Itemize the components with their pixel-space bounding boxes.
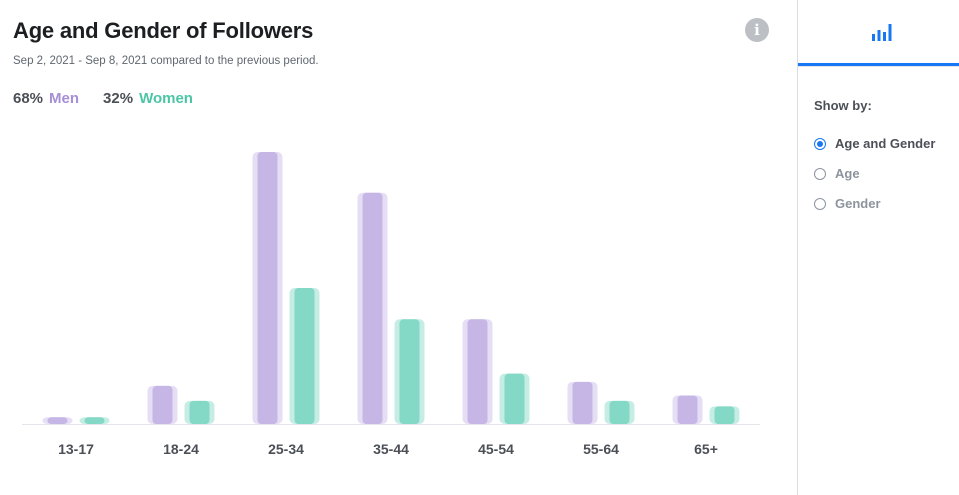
chart-panel: Age and Gender of Followers Sep 2, 2021 … (13, 18, 769, 457)
radio-unselected-icon[interactable] (814, 167, 826, 180)
x-tick-label: 35-44 (373, 441, 409, 457)
chart-legend: 68% Men 32% Women (13, 90, 193, 107)
show-by-label: Show by: (814, 98, 872, 113)
bar-men-13-17[interactable] (47, 417, 68, 424)
option-label: Gender (835, 196, 881, 211)
bar-women-35-44[interactable] (399, 319, 420, 424)
bar-men-25-34[interactable] (257, 152, 278, 424)
bar-chart-icon (871, 23, 891, 41)
panel-divider (797, 0, 798, 495)
legend-men-label: Men (49, 90, 80, 107)
x-tick-label: 13-17 (58, 441, 94, 457)
option-age-and-gender[interactable]: Age and Gender (814, 136, 935, 151)
legend-women-label: Women (139, 90, 193, 107)
date-range-subtitle: Sep 2, 2021 - Sep 8, 2021 compared to th… (13, 55, 319, 67)
legend-women-percent: 32% (103, 90, 134, 107)
bar-women-13-17[interactable] (84, 417, 105, 424)
bar-women-45-54[interactable] (504, 373, 525, 424)
bar-women-18-24[interactable] (189, 400, 210, 424)
radio-selected-icon[interactable] (814, 137, 826, 150)
bar-women-65+[interactable] (714, 406, 735, 424)
bar-men-55-64[interactable] (572, 381, 593, 424)
x-tick-label: 65+ (694, 441, 718, 457)
option-gender[interactable]: Gender (814, 196, 881, 211)
x-tick-label: 18-24 (163, 441, 199, 457)
x-tick-label: 45-54 (478, 441, 514, 457)
bar-men-65+[interactable] (677, 395, 698, 424)
x-tick-label: 25-34 (268, 441, 304, 457)
option-age[interactable]: Age (814, 166, 860, 181)
tab-chart-view[interactable] (798, 0, 959, 66)
bar-women-55-64[interactable] (609, 400, 630, 424)
bar-women-25-34[interactable] (294, 288, 315, 424)
bar-men-45-54[interactable] (467, 319, 488, 424)
legend-men-percent: 68% (13, 90, 44, 107)
sidebar: Show by: Age and Gender Age Gender (798, 0, 959, 495)
info-icon[interactable]: i (745, 18, 769, 42)
bar-chart: 13-17 18-24 25-34 35-44 45-54 55-64 65+ (22, 152, 760, 457)
bar-men-18-24[interactable] (152, 385, 173, 424)
legend-men: 68% Men (13, 90, 79, 107)
option-label: Age and Gender (835, 136, 936, 151)
sidebar-divider (798, 66, 959, 67)
x-tick-label: 55-64 (583, 441, 619, 457)
legend-women: 32% Women (103, 90, 193, 107)
bar-men-35-44[interactable] (362, 192, 383, 424)
page-title: Age and Gender of Followers (13, 18, 314, 43)
option-label: Age (835, 166, 860, 181)
radio-unselected-icon[interactable] (814, 197, 826, 210)
